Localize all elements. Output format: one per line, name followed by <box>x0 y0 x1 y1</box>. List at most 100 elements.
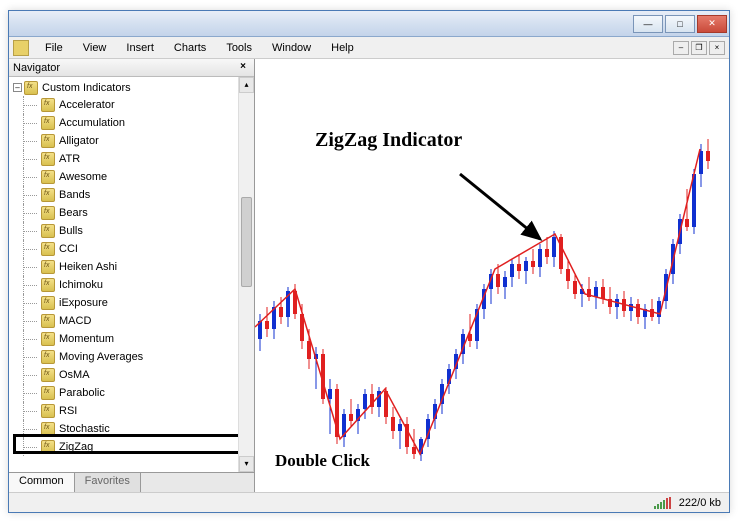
connection-status: 222/0 kb <box>679 497 721 509</box>
indicator-label: Alligator <box>59 135 99 147</box>
navigator-tree: – Custom Indicators Accelerator Accumulat… <box>9 77 254 472</box>
navigator-title: Navigator <box>13 62 60 74</box>
menu-help[interactable]: Help <box>321 40 364 56</box>
indicator-osma[interactable]: OsMA <box>13 366 254 384</box>
indicator-icon <box>41 260 55 274</box>
indicator-label: iExposure <box>59 297 108 309</box>
indicator-label: ATR <box>59 153 80 165</box>
indicator-cci[interactable]: CCI <box>13 240 254 258</box>
navigator-tabs: Common Favorites <box>9 472 254 492</box>
workspace: Navigator × – Custom Indicators Accelera… <box>9 59 729 492</box>
indicator-icon <box>41 440 55 454</box>
indicator-label: Bears <box>59 207 88 219</box>
scroll-up-icon[interactable]: ▴ <box>239 77 254 93</box>
folder-icon <box>24 81 38 95</box>
menu-view[interactable]: View <box>73 40 117 56</box>
indicator-bulls[interactable]: Bulls <box>13 222 254 240</box>
indicator-icon <box>41 188 55 202</box>
indicator-macd[interactable]: MACD <box>13 312 254 330</box>
indicator-label: MACD <box>59 315 91 327</box>
indicator-label: Bulls <box>59 225 83 237</box>
mdi-controls: – ❐ × <box>673 41 729 55</box>
indicator-label: RSI <box>59 405 77 417</box>
connection-bars-icon <box>654 497 671 509</box>
scroll-thumb[interactable] <box>241 197 252 287</box>
indicator-atr[interactable]: ATR <box>13 150 254 168</box>
indicator-parabolic[interactable]: Parabolic <box>13 384 254 402</box>
menubar: FileViewInsertChartsToolsWindowHelp – ❐ … <box>9 37 729 59</box>
indicator-moving-averages[interactable]: Moving Averages <box>13 348 254 366</box>
indicator-iexposure[interactable]: iExposure <box>13 294 254 312</box>
indicator-label: CCI <box>59 243 78 255</box>
chart-area[interactable]: ZigZag Indicator Double Click <box>255 59 729 492</box>
indicator-accelerator[interactable]: Accelerator <box>13 96 254 114</box>
indicator-icon <box>41 134 55 148</box>
menu-tools[interactable]: Tools <box>216 40 262 56</box>
indicator-bears[interactable]: Bears <box>13 204 254 222</box>
navigator-scrollbar[interactable]: ▴ ▾ <box>238 77 254 472</box>
scroll-down-icon[interactable]: ▾ <box>239 456 254 472</box>
window-controls: — □ ✕ <box>633 15 727 33</box>
tab-favorites[interactable]: Favorites <box>75 473 141 492</box>
tree-root-custom-indicators[interactable]: – Custom Indicators <box>13 79 254 96</box>
annotation-hint: Double Click <box>275 451 370 471</box>
menu-insert[interactable]: Insert <box>116 40 164 56</box>
menu-file[interactable]: File <box>35 40 73 56</box>
app-icon <box>13 40 29 56</box>
indicator-awesome[interactable]: Awesome <box>13 168 254 186</box>
indicator-icon <box>41 206 55 220</box>
indicator-icon <box>41 242 55 256</box>
indicator-icon <box>41 350 55 364</box>
indicator-label: Stochastic <box>59 423 110 435</box>
mdi-close-button[interactable]: × <box>709 41 725 55</box>
navigator-close-icon[interactable]: × <box>236 61 250 75</box>
maximize-button[interactable]: □ <box>665 15 695 33</box>
menu-window[interactable]: Window <box>262 40 321 56</box>
app-window: — □ ✕ FileViewInsertChartsToolsWindowHel… <box>8 10 730 513</box>
indicator-label: Awesome <box>59 171 107 183</box>
tree-root-label: Custom Indicators <box>42 82 131 94</box>
indicator-stochastic[interactable]: Stochastic <box>13 420 254 438</box>
indicator-icon <box>41 404 55 418</box>
indicator-label: Accumulation <box>59 117 125 129</box>
indicator-label: ZigZag <box>59 441 93 453</box>
indicator-label: Bands <box>59 189 90 201</box>
indicator-label: Ichimoku <box>59 279 103 291</box>
indicator-icon <box>41 314 55 328</box>
mdi-restore-button[interactable]: ❐ <box>691 41 707 55</box>
indicator-label: Parabolic <box>59 387 105 399</box>
indicator-heiken-ashi[interactable]: Heiken Ashi <box>13 258 254 276</box>
indicator-ichimoku[interactable]: Ichimoku <box>13 276 254 294</box>
indicator-alligator[interactable]: Alligator <box>13 132 254 150</box>
indicator-icon <box>41 116 55 130</box>
indicator-icon <box>41 152 55 166</box>
indicator-label: Accelerator <box>59 99 115 111</box>
indicator-label: Heiken Ashi <box>59 261 117 273</box>
indicator-icon <box>41 98 55 112</box>
indicator-icon <box>41 422 55 436</box>
indicator-bands[interactable]: Bands <box>13 186 254 204</box>
titlebar[interactable]: — □ ✕ <box>9 11 729 37</box>
indicator-label: Momentum <box>59 333 114 345</box>
indicator-rsi[interactable]: RSI <box>13 402 254 420</box>
close-button[interactable]: ✕ <box>697 15 727 33</box>
indicator-label: Moving Averages <box>59 351 143 363</box>
price-chart <box>255 59 729 473</box>
indicator-icon <box>41 332 55 346</box>
indicator-icon <box>41 170 55 184</box>
navigator-panel: Navigator × – Custom Indicators Accelera… <box>9 59 255 492</box>
minimize-button[interactable]: — <box>633 15 663 33</box>
indicator-zigzag[interactable]: ZigZag <box>13 438 254 456</box>
expander-icon[interactable]: – <box>13 83 22 92</box>
menu-charts[interactable]: Charts <box>164 40 216 56</box>
tab-common[interactable]: Common <box>9 473 75 492</box>
navigator-header: Navigator × <box>9 59 254 77</box>
annotation-title: ZigZag Indicator <box>315 129 462 152</box>
indicator-icon <box>41 224 55 238</box>
indicator-momentum[interactable]: Momentum <box>13 330 254 348</box>
indicator-label: OsMA <box>59 369 90 381</box>
indicator-accumulation[interactable]: Accumulation <box>13 114 254 132</box>
statusbar: 222/0 kb <box>9 492 729 512</box>
mdi-minimize-button[interactable]: – <box>673 41 689 55</box>
indicator-icon <box>41 296 55 310</box>
